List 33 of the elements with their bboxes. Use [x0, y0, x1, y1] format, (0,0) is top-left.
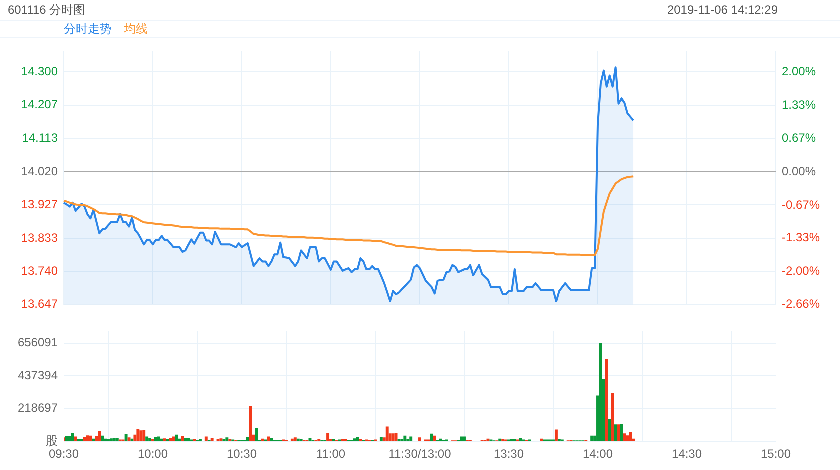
y-tick-label: 14.300 — [21, 64, 58, 79]
y-tick-label: 14.020 — [21, 164, 58, 178]
x-tick-label: 10:00 — [138, 447, 168, 462]
chart-subtitle: 2019-11-06 14:12:29 — [667, 3, 778, 17]
y2-tick-label: -2.66% — [782, 297, 820, 312]
chart-title: 601116 分时图 — [8, 2, 86, 18]
x-tick-label: 09:30 — [48, 447, 80, 462]
y-tick-label: 437394 — [18, 368, 58, 382]
y-tick-label: 14.207 — [21, 98, 58, 112]
y-tick-label: 13.647 — [21, 297, 58, 312]
y-tick-label: 218697 — [18, 401, 58, 416]
y-tick-label: 13.927 — [21, 197, 58, 212]
x-tick-label: 15:00 — [760, 447, 792, 462]
y2-tick-label: -2.00% — [782, 264, 820, 278]
y2-tick-label: 1.33% — [782, 98, 816, 112]
x-tick-label: 13:30 — [494, 447, 524, 462]
y-tick-label: 656091 — [18, 336, 58, 350]
y2-tick-label: 2.00% — [782, 64, 816, 78]
x-tick-label: 11:30/13:00 — [388, 447, 452, 462]
y2-tick-label: 0.67% — [782, 130, 816, 145]
x-tick-label: 14:30 — [672, 447, 702, 462]
y-tick-label: 13.740 — [21, 264, 58, 278]
x-tick-label: 10:30 — [226, 447, 258, 462]
x-tick-label: 14:00 — [582, 447, 614, 462]
y-tick-label: 股 — [46, 434, 58, 448]
text: 分时走势 — [64, 20, 112, 38]
y2-tick-label: -0.67% — [782, 198, 820, 212]
x-tick-label: 11:00 — [316, 447, 346, 462]
y2-tick-label: -1.33% — [782, 230, 820, 245]
y-tick-label: 14.113 — [22, 131, 58, 146]
y-tick-label: 13.833 — [21, 230, 58, 245]
y2-tick-label: 0.00% — [782, 164, 816, 178]
text: 均线 — [124, 20, 148, 38]
